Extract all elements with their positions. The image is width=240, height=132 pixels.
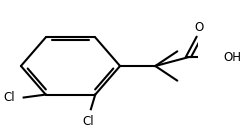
Text: OH: OH	[224, 51, 240, 64]
Text: O: O	[195, 21, 204, 34]
Text: Cl: Cl	[83, 115, 95, 128]
Text: Cl: Cl	[3, 91, 15, 104]
